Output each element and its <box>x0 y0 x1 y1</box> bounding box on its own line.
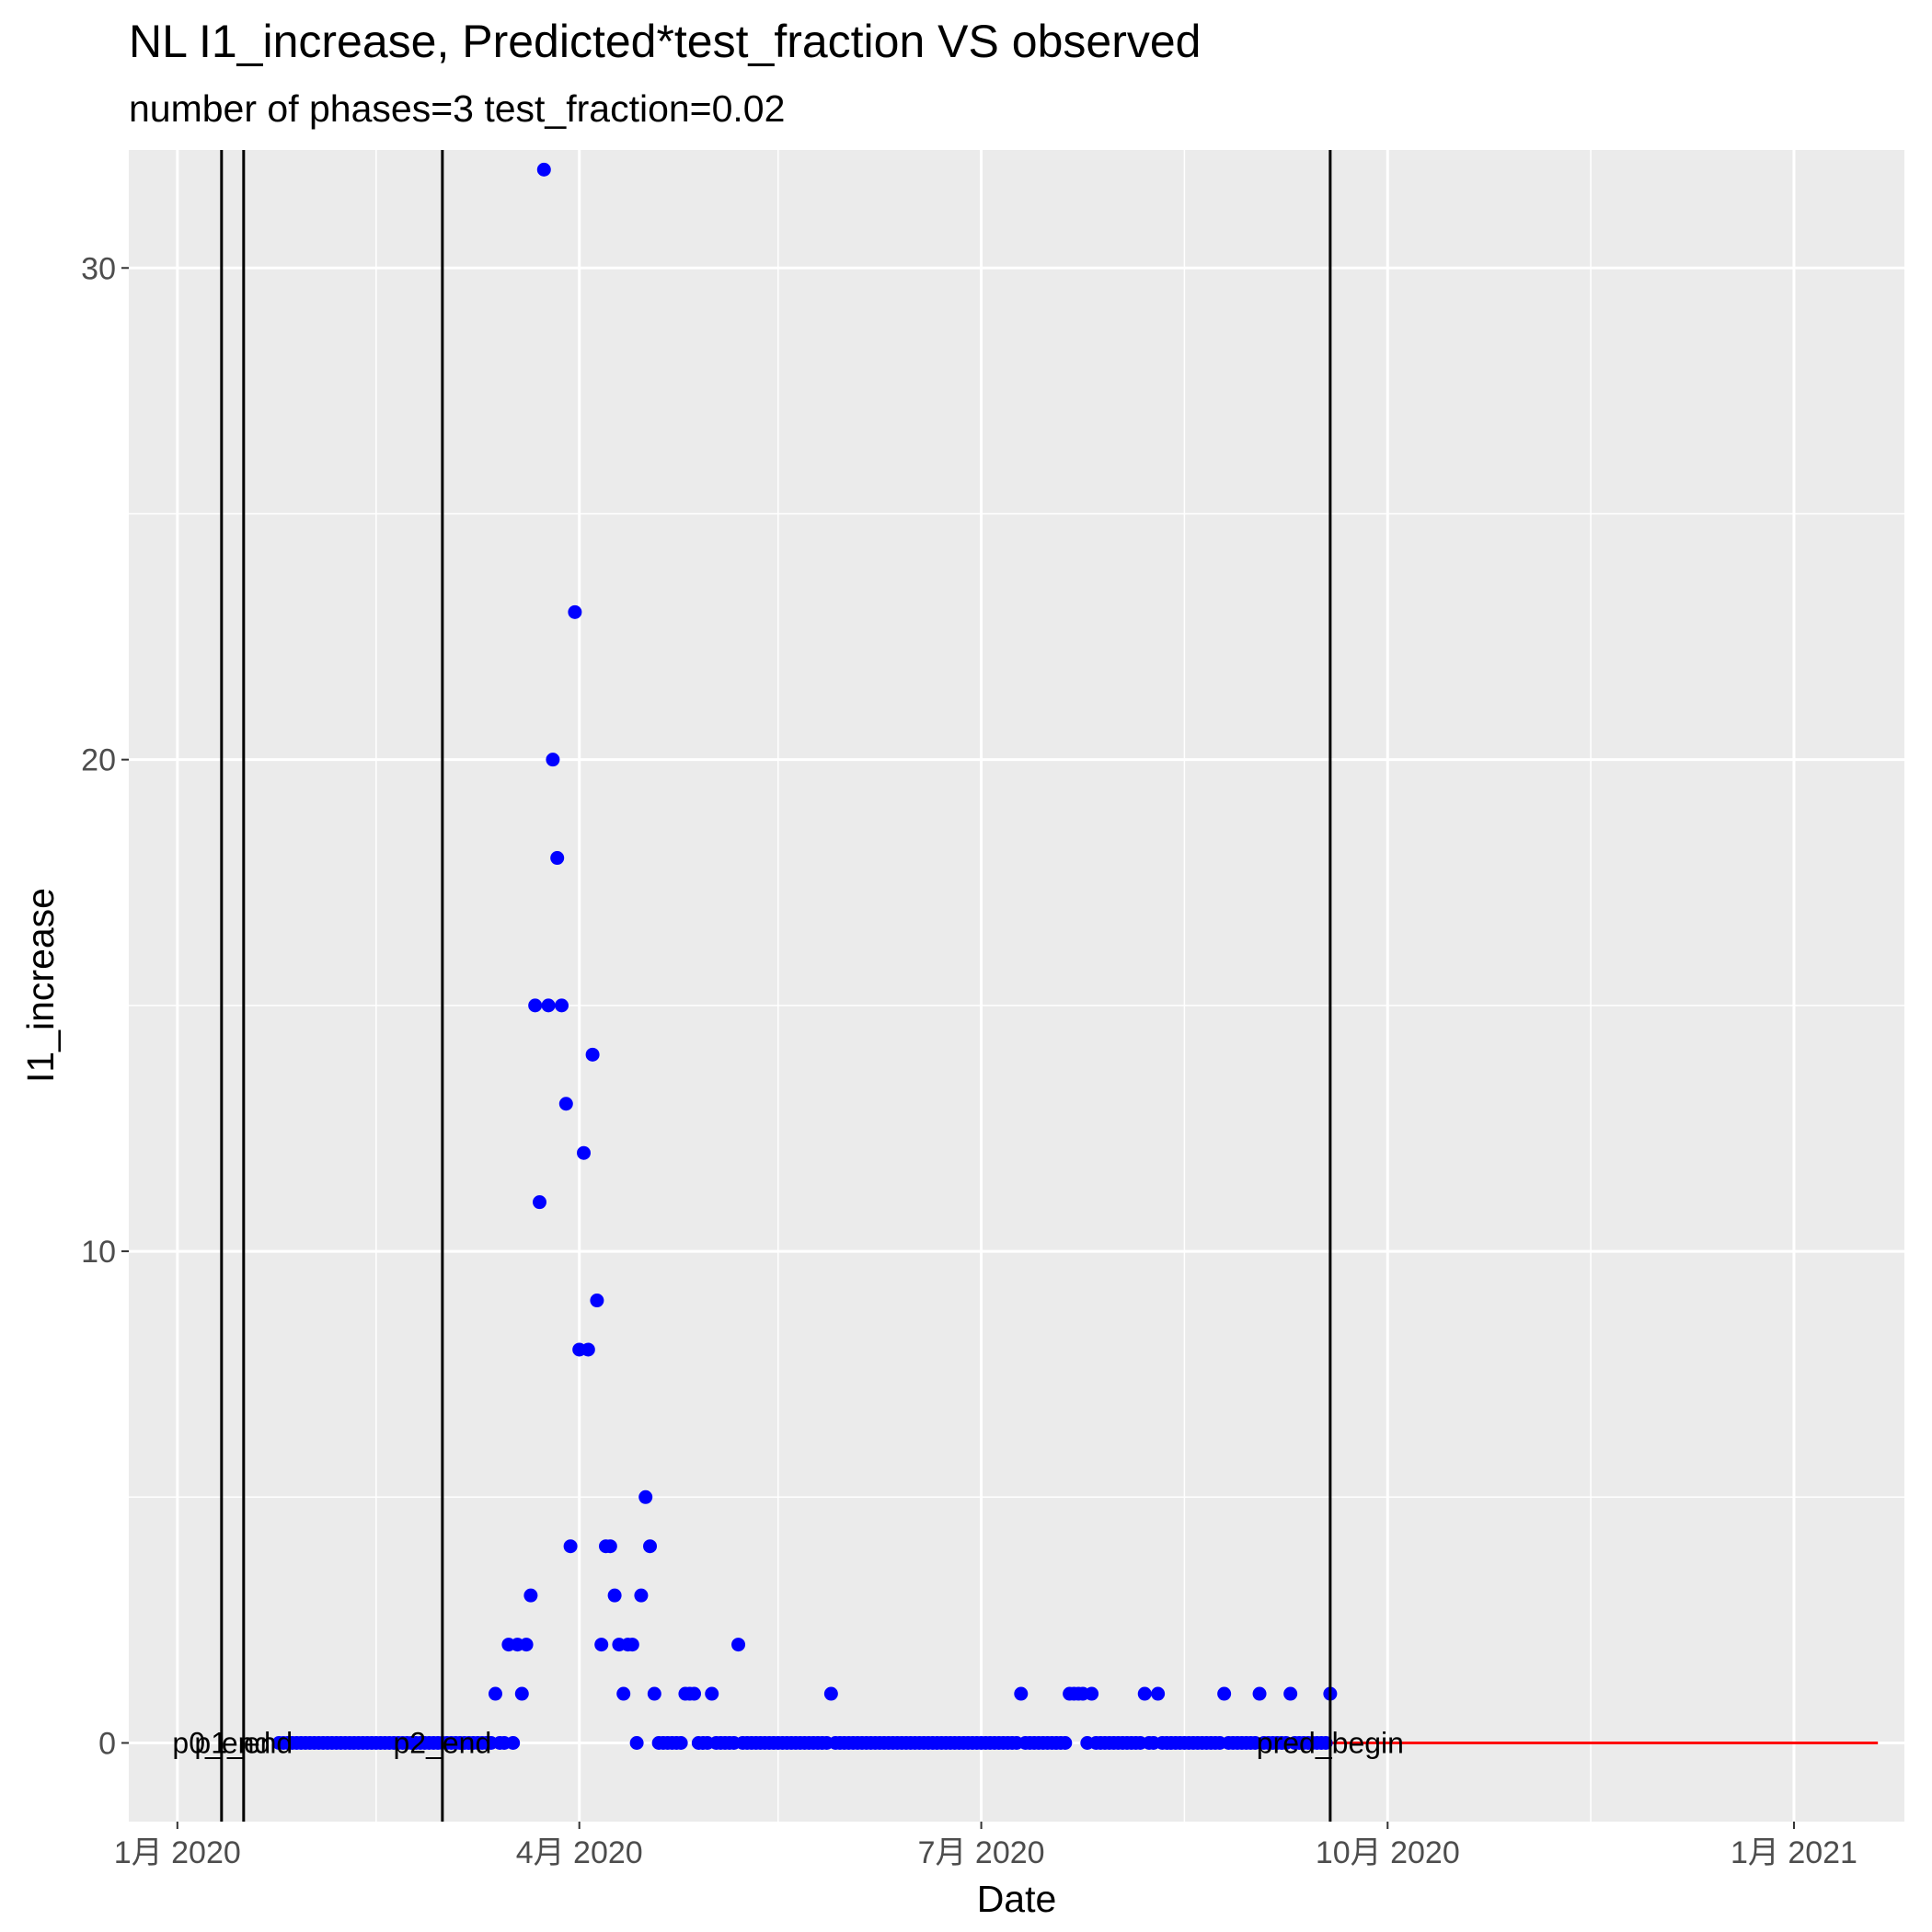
observed-point <box>1014 1686 1029 1701</box>
observed-point <box>568 604 582 619</box>
observed-point <box>532 1195 546 1210</box>
observed-point <box>1283 1686 1298 1701</box>
observed-point <box>488 1686 502 1701</box>
observed-point <box>523 1588 538 1603</box>
observed-point <box>1252 1686 1267 1701</box>
observed-point <box>1137 1686 1152 1701</box>
observed-point <box>514 1686 529 1701</box>
x-tick-label: 4月 2020 <box>516 1835 643 1870</box>
y-tick-label: 10 <box>81 1235 116 1270</box>
y-tick-label: 30 <box>81 251 116 286</box>
observed-point <box>554 998 569 1013</box>
observed-point <box>823 1686 838 1701</box>
observed-point <box>519 1638 534 1652</box>
observed-point <box>1058 1735 1073 1750</box>
observed-point <box>607 1588 622 1603</box>
observed-point <box>705 1686 719 1701</box>
observed-point <box>506 1735 521 1750</box>
observed-point <box>577 1145 592 1160</box>
observed-point <box>651 1735 666 1750</box>
observed-point <box>1151 1686 1166 1701</box>
observed-point <box>558 1097 573 1111</box>
observed-point <box>1217 1686 1232 1701</box>
chart-subtitle: number of phases=3 test_fraction=0.02 <box>129 87 785 130</box>
y-tick-label: 20 <box>81 743 116 778</box>
observed-point <box>585 1047 600 1062</box>
x-axis: 1月 2020 4月 2020 7月 2020 10月 2020 1月 2021 <box>114 1822 1857 1870</box>
observed-point <box>731 1638 746 1652</box>
y-axis-title: I1_increase <box>19 888 62 1083</box>
x-tick-label: 10月 2020 <box>1316 1835 1460 1870</box>
observed-point <box>528 998 543 1013</box>
observed-point <box>643 1539 658 1554</box>
x-tick-label: 1月 2021 <box>1731 1835 1857 1870</box>
observed-point <box>563 1539 578 1554</box>
vline-label-pred_begin: pred_begin <box>1257 1726 1404 1759</box>
grid-minor <box>129 150 1904 1822</box>
x-axis-title: Date <box>977 1878 1057 1920</box>
x-tick-label: 1月 2020 <box>114 1835 241 1870</box>
observed-point <box>550 851 565 866</box>
y-axis: 0 10 20 30 <box>81 251 129 1761</box>
chart-title: NL I1_increase, Predicted*test_fraction … <box>129 16 1201 67</box>
x-tick-label: 7月 2020 <box>918 1835 1045 1870</box>
y-tick-label: 0 <box>98 1726 116 1761</box>
plot-panel <box>129 150 1904 1822</box>
vline-label-p1_end: p1_end <box>194 1726 293 1759</box>
observed-point <box>625 1638 639 1652</box>
observed-point <box>673 1735 688 1750</box>
observed-point <box>647 1686 661 1701</box>
observed-point <box>634 1588 649 1603</box>
vline-label-p2_end: p2_end <box>393 1726 491 1759</box>
observed-point <box>546 753 560 767</box>
observed-point <box>581 1342 595 1357</box>
observed-point <box>603 1539 617 1554</box>
observed-point <box>536 162 551 177</box>
vline-label-p0_end: p0_end <box>172 1726 270 1759</box>
observed-point <box>1085 1686 1099 1701</box>
observed-point <box>594 1638 609 1652</box>
observed-point <box>638 1489 653 1504</box>
observed-point <box>616 1686 631 1701</box>
observed-point <box>541 998 556 1013</box>
observed-point <box>629 1735 644 1750</box>
observed-point <box>687 1686 702 1701</box>
observed-point <box>590 1294 604 1308</box>
